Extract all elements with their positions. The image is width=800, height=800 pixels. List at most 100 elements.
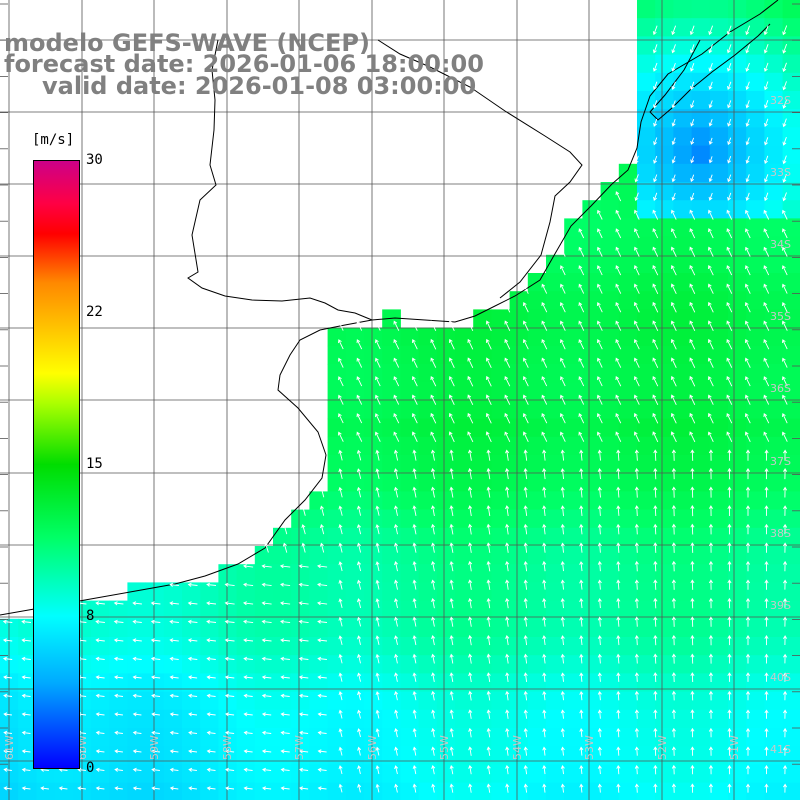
wind-arrow <box>763 265 770 276</box>
wind-cell <box>709 182 729 201</box>
wind-arrow <box>634 560 639 572</box>
wind-arrow <box>468 690 473 701</box>
wind-arrow <box>726 265 733 276</box>
wind-arrow <box>727 579 732 590</box>
wind-cell <box>455 418 474 438</box>
wind-arrow <box>634 653 639 664</box>
wind-cell <box>436 618 456 638</box>
wind-arrow <box>394 635 399 645</box>
wind-cell <box>782 36 800 56</box>
wind-cell <box>327 782 347 800</box>
wind-cell <box>436 637 456 656</box>
wind-arrow <box>449 467 454 480</box>
wind-arrow <box>579 468 584 480</box>
wind-arrow <box>523 746 528 756</box>
wind-cell <box>509 618 529 638</box>
wind-cell <box>546 491 565 511</box>
wind-cell <box>709 491 729 511</box>
wind-arrow <box>523 505 528 516</box>
wind-arrow <box>523 635 528 646</box>
wind-arrow <box>763 25 769 36</box>
wind-arrow <box>412 598 417 609</box>
wind-cell <box>546 418 565 438</box>
wind-arrow <box>764 598 769 609</box>
wind-cell <box>327 400 347 420</box>
wind-arrow <box>727 100 732 109</box>
wind-cell <box>655 218 674 238</box>
wind-arrow <box>652 431 659 443</box>
wind-arrow <box>449 783 454 793</box>
wind-cell <box>600 273 620 292</box>
wind-cell <box>746 600 765 620</box>
wind-cell <box>400 637 420 656</box>
wind-arrow <box>783 449 788 461</box>
wind-cell <box>655 127 674 147</box>
wind-cell <box>145 618 165 638</box>
wind-arrow <box>169 601 179 606</box>
wind-cell <box>473 345 492 365</box>
wind-cell <box>564 546 583 565</box>
wind-arrow <box>280 767 290 772</box>
lat-label: 40S <box>770 671 791 684</box>
wind-arrow <box>764 727 769 738</box>
wind-cell <box>327 728 347 747</box>
wind-cell <box>764 236 784 256</box>
wind-arrow <box>560 376 566 387</box>
wind-cell <box>364 764 383 784</box>
wind-cell <box>618 382 638 401</box>
wind-arrow <box>467 449 473 461</box>
border-north <box>187 39 373 321</box>
wind-arrow <box>338 524 343 535</box>
wind-arrow <box>745 505 751 516</box>
wind-cell <box>764 163 784 183</box>
wind-arrow <box>150 601 161 606</box>
wind-cell <box>455 600 474 620</box>
wind-arrow <box>578 265 585 276</box>
wind-cell <box>382 618 401 638</box>
wind-cell <box>655 400 674 420</box>
wind-cell <box>309 600 329 620</box>
wind-cell <box>364 709 383 729</box>
wind-arrow <box>264 542 269 553</box>
wind-cell <box>254 600 274 620</box>
wind-cell <box>673 273 693 292</box>
wind-arrow <box>430 431 437 442</box>
wind-cell <box>637 345 656 365</box>
wind-cell <box>728 400 747 420</box>
wind-arrow <box>375 579 380 590</box>
wind-arrow <box>634 690 639 701</box>
wind-cell <box>655 345 674 365</box>
wind-cell <box>491 509 511 529</box>
wind-arrow <box>579 672 584 682</box>
wind-arrow <box>782 394 788 405</box>
wind-cell <box>637 91 656 110</box>
wind-arrow <box>486 783 491 793</box>
model-title: modelo GEFS-WAVE (NCEP) <box>4 29 370 57</box>
wind-cell <box>655 691 674 711</box>
wind-cell <box>691 254 711 274</box>
wind-cell <box>218 709 238 729</box>
wind-cell <box>309 709 329 729</box>
wind-arrow <box>670 394 677 405</box>
wind-arrow <box>597 265 603 276</box>
wind-cell <box>691 18 711 37</box>
lon-label: 58W <box>221 735 234 760</box>
wind-cell <box>709 273 729 292</box>
wind-arrow <box>169 730 179 735</box>
wind-arrow <box>744 413 751 424</box>
wind-cell <box>182 655 201 674</box>
wind-arrow <box>523 672 528 682</box>
wind-arrow <box>597 468 602 480</box>
wind-cell <box>564 309 583 329</box>
wind-arrow <box>298 564 309 569</box>
wind-arrow <box>375 561 380 572</box>
wind-cell <box>109 691 128 711</box>
wind-cell <box>382 400 401 420</box>
wind-arrow <box>187 619 198 624</box>
wind-cell <box>728 728 747 747</box>
wind-arrow <box>338 449 343 461</box>
wind-cell <box>709 509 729 529</box>
wind-arrow <box>579 449 584 461</box>
wind-arrow <box>726 413 733 424</box>
